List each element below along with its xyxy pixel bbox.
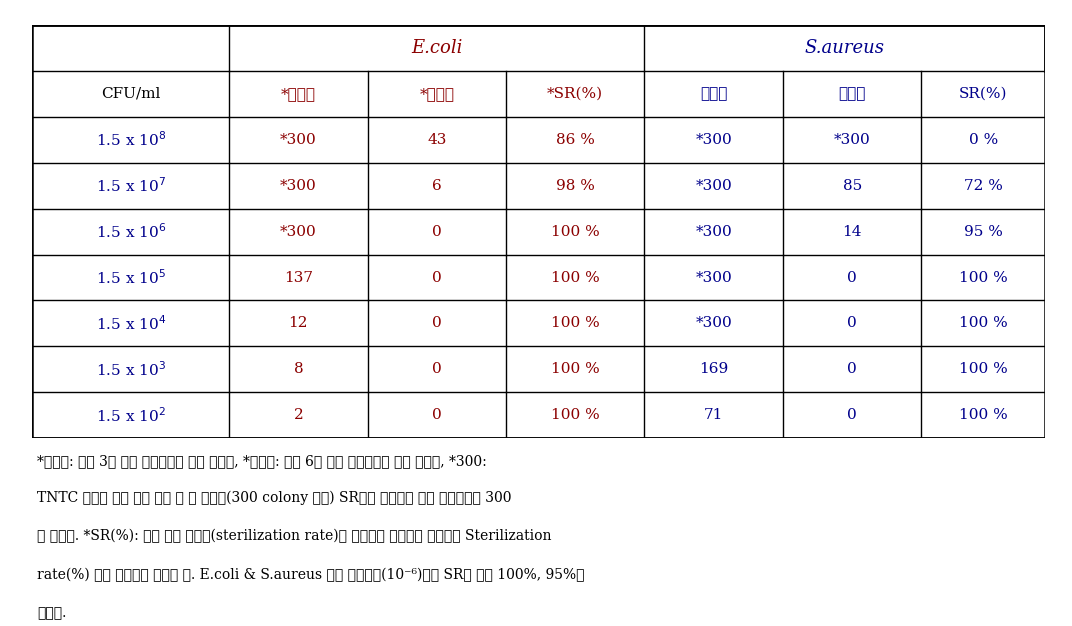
Text: 71: 71: [704, 408, 724, 423]
Text: 6: 6: [432, 178, 442, 193]
Text: 0: 0: [847, 408, 857, 423]
Text: 1.5 x 10$^{7}$: 1.5 x 10$^{7}$: [95, 177, 166, 195]
Text: 98 %: 98 %: [555, 178, 595, 193]
Text: *300: *300: [280, 225, 316, 239]
Text: 2: 2: [294, 408, 303, 423]
Text: 0: 0: [432, 316, 442, 331]
Text: 1.5 x 10$^{3}$: 1.5 x 10$^{3}$: [95, 360, 166, 379]
Text: 95 %: 95 %: [964, 225, 1002, 239]
Text: *SR(%): *SR(%): [547, 87, 604, 101]
Text: E.coli: E.coli: [412, 39, 462, 57]
Text: rate(%) 식에 대입하여 계산한 값. E.coli & S.aureus 균은 멸균범주(10⁻⁶)에서 SR이 각각 100%, 95%를: rate(%) 식에 대입하여 계산한 값. E.coli & S.aureus…: [38, 568, 584, 582]
Text: 100 %: 100 %: [551, 225, 599, 239]
Text: 1.5 x 10$^{6}$: 1.5 x 10$^{6}$: [95, 222, 166, 241]
Text: 100 %: 100 %: [959, 270, 1008, 285]
Text: S.aureus: S.aureus: [805, 39, 884, 57]
Text: 0: 0: [847, 316, 857, 331]
Text: *300: *300: [696, 316, 732, 331]
Text: TNTC 값으로 균이 너무 많아 셀 수 없으나(300 colony 이상) SR값을 계산하기 위해 임의적으로 300: TNTC 값으로 균이 너무 많아 셀 수 없으나(300 colony 이상)…: [38, 491, 511, 505]
Text: 86 %: 86 %: [555, 133, 595, 147]
Text: 0: 0: [432, 408, 442, 423]
Text: 나타냄.: 나타냄.: [38, 606, 66, 620]
Text: *300: *300: [696, 225, 732, 239]
Text: 137: 137: [284, 270, 313, 285]
Text: 1.5 x 10$^{2}$: 1.5 x 10$^{2}$: [95, 406, 165, 424]
Text: 을 대입함. *SR(%): 살균 효과 평가율(sterilization rate)로 대조군과 실험군의 중간값을 Sterilization: 을 대입함. *SR(%): 살균 효과 평가율(sterilization r…: [38, 529, 552, 543]
Text: 100 %: 100 %: [959, 362, 1008, 376]
Text: *300: *300: [696, 133, 732, 147]
Text: 0: 0: [847, 270, 857, 285]
Text: 100 %: 100 %: [551, 362, 599, 376]
Text: 1.5 x 10$^{4}$: 1.5 x 10$^{4}$: [95, 314, 166, 333]
Text: 0 %: 0 %: [969, 133, 998, 147]
Text: 0: 0: [847, 362, 857, 376]
Text: 12: 12: [288, 316, 308, 331]
Text: 100 %: 100 %: [959, 408, 1008, 423]
Text: 100 %: 100 %: [551, 408, 599, 423]
Text: 43: 43: [427, 133, 447, 147]
Text: 0: 0: [432, 270, 442, 285]
Text: 대조군: 대조군: [700, 87, 728, 101]
Text: 72 %: 72 %: [964, 178, 1002, 193]
Text: *300: *300: [280, 178, 316, 193]
Text: *대조군: *대조군: [281, 87, 316, 101]
Text: *실험군: *실험군: [419, 87, 455, 101]
Text: 100 %: 100 %: [551, 316, 599, 331]
Text: *300: *300: [696, 178, 732, 193]
Text: 실험군: 실험군: [838, 87, 866, 101]
Text: *300: *300: [280, 133, 316, 147]
Text: *대조군: 최소 3회 이상 반복실험한 값의 중간값, *실험군: 최소 6회 이상 반복실험한 값의 중간값, *300:: *대조군: 최소 3회 이상 반복실험한 값의 중간값, *실험군: 최소 6회…: [38, 454, 487, 468]
Text: 0: 0: [432, 362, 442, 376]
Text: CFU/ml: CFU/ml: [101, 87, 161, 101]
Text: 85: 85: [843, 178, 862, 193]
Text: 1.5 x 10$^{5}$: 1.5 x 10$^{5}$: [95, 268, 165, 287]
Text: 0: 0: [432, 225, 442, 239]
Text: *300: *300: [696, 270, 732, 285]
Text: 8: 8: [294, 362, 303, 376]
Text: 100 %: 100 %: [551, 270, 599, 285]
Text: 100 %: 100 %: [959, 316, 1008, 331]
Text: SR(%): SR(%): [959, 87, 1008, 101]
Text: *300: *300: [834, 133, 870, 147]
Text: 14: 14: [843, 225, 862, 239]
Text: 169: 169: [699, 362, 728, 376]
Text: 1.5 x 10$^{8}$: 1.5 x 10$^{8}$: [95, 130, 166, 149]
